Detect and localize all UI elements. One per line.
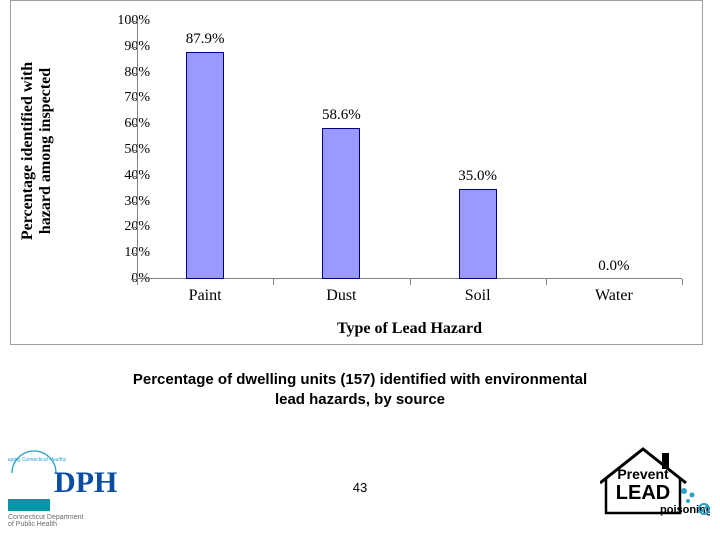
dph-sub-2: of Public Health <box>8 521 57 527</box>
bar-value-label: 0.0% <box>598 258 629 275</box>
x-tick-label: Water <box>595 287 633 305</box>
chart-frame: Percentage identified with hazard among … <box>10 0 703 345</box>
x-tick <box>410 279 411 285</box>
x-tick <box>682 279 683 285</box>
x-tick <box>546 279 547 285</box>
x-axis-title: Type of Lead Hazard <box>137 320 682 338</box>
splash-icon <box>681 488 687 494</box>
prevent-lead-logo: Prevent LEAD poisoning <box>600 443 710 526</box>
x-tick <box>137 279 138 285</box>
plot-area: 87.9%58.6%35.0%0.0% PaintDustSoilWater <box>137 21 682 279</box>
caption-line-1: Percentage of dwelling units (157) ident… <box>133 371 587 388</box>
bar <box>459 189 497 279</box>
y-tick <box>131 253 137 254</box>
caption-line-2: lead hazards, by source <box>275 391 445 408</box>
prevent-lead-logo-svg: Prevent LEAD poisoning <box>600 443 710 521</box>
y-tick <box>131 47 137 48</box>
dph-tag: Keeping Connecticut Healthy <box>8 457 67 463</box>
y-tick <box>131 202 137 203</box>
y-tick <box>131 176 137 177</box>
bar <box>322 128 360 279</box>
y-axis-line <box>137 21 138 279</box>
bar <box>186 52 224 279</box>
dph-sub-1: Connecticut Department <box>8 514 84 521</box>
dph-logo: Keeping Connecticut Healthy DPH Connecti… <box>8 447 128 532</box>
dph-logo-text: DPH <box>54 466 117 499</box>
y-axis-title: Percentage identified with hazard among … <box>19 36 54 266</box>
dph-bar-icon <box>8 499 50 511</box>
y-tick <box>131 21 137 22</box>
y-tick <box>131 73 137 74</box>
bar-value-label: 35.0% <box>458 168 497 185</box>
y-tick <box>131 150 137 151</box>
prevent-text: Prevent <box>617 466 669 482</box>
x-tick-label: Soil <box>465 287 491 305</box>
x-tick-label: Dust <box>326 287 356 305</box>
y-tick <box>131 124 137 125</box>
splash-icon <box>690 493 695 498</box>
dph-logo-svg: Keeping Connecticut Healthy DPH Connecti… <box>8 447 128 527</box>
y-tick <box>131 98 137 99</box>
lead-text: LEAD <box>616 482 670 504</box>
y-tick <box>131 227 137 228</box>
bar-value-label: 58.6% <box>322 107 361 124</box>
slide: Percentage identified with hazard among … <box>0 0 720 540</box>
x-tick-label: Paint <box>189 287 222 305</box>
splash-icon <box>686 499 690 503</box>
caption: Percentage of dwelling units (157) ident… <box>60 370 660 409</box>
bar-value-label: 87.9% <box>186 31 225 48</box>
x-tick <box>273 279 274 285</box>
